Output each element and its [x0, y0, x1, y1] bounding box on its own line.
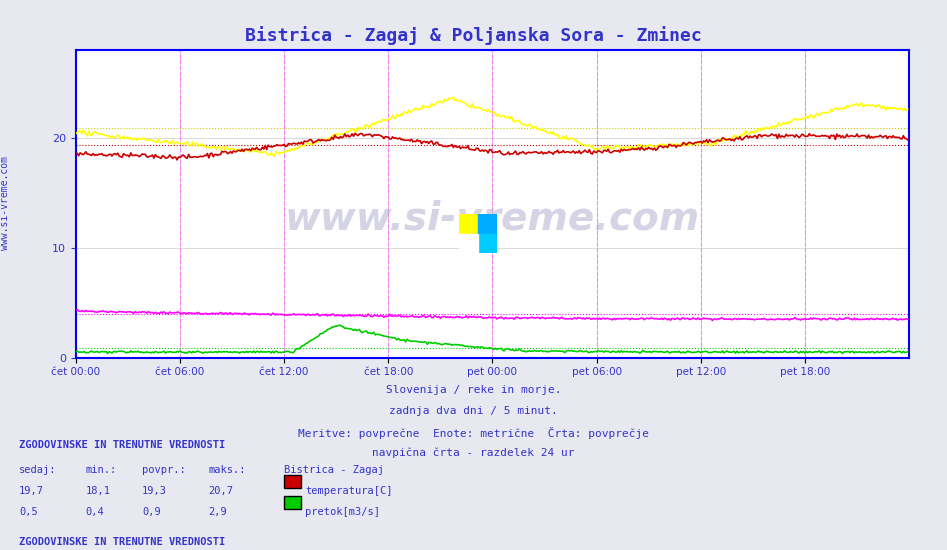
Text: 0,5: 0,5 [19, 507, 38, 516]
Text: povpr.:: povpr.: [142, 465, 186, 475]
Text: www.si-vreme.com: www.si-vreme.com [0, 157, 9, 250]
Bar [459, 214, 478, 234]
Bar [459, 234, 478, 253]
Text: sedaj:: sedaj: [19, 465, 57, 475]
Text: 19,3: 19,3 [142, 486, 167, 496]
Text: www.si-vreme.com: www.si-vreme.com [285, 200, 700, 238]
Text: 18,1: 18,1 [85, 486, 110, 496]
Text: zadnja dva dni / 5 minut.: zadnja dva dni / 5 minut. [389, 406, 558, 416]
Text: 20,7: 20,7 [208, 486, 233, 496]
Text: pretok[m3/s]: pretok[m3/s] [305, 507, 380, 516]
Text: Bistrica - Zagaj: Bistrica - Zagaj [284, 465, 384, 475]
Text: 0,4: 0,4 [85, 507, 104, 516]
Text: navpična črta - razdelek 24 ur: navpična črta - razdelek 24 ur [372, 448, 575, 458]
Text: maks.:: maks.: [208, 465, 246, 475]
Text: Bistrica - Zagaj & Poljanska Sora - Zminec: Bistrica - Zagaj & Poljanska Sora - Zmin… [245, 26, 702, 45]
Text: 19,7: 19,7 [19, 486, 44, 496]
Text: Slovenija / reke in morje.: Slovenija / reke in morje. [385, 385, 562, 395]
Text: temperatura[C]: temperatura[C] [305, 486, 392, 496]
Bar [478, 234, 497, 253]
Text: ZGODOVINSKE IN TRENUTNE VREDNOSTI: ZGODOVINSKE IN TRENUTNE VREDNOSTI [19, 537, 225, 547]
Text: ZGODOVINSKE IN TRENUTNE VREDNOSTI: ZGODOVINSKE IN TRENUTNE VREDNOSTI [19, 440, 225, 450]
Text: 0,9: 0,9 [142, 507, 161, 516]
Text: min.:: min.: [85, 465, 116, 475]
Bar [478, 214, 497, 234]
Text: Meritve: povprečne  Enote: metrične  Črta: povprečje: Meritve: povprečne Enote: metrične Črta:… [298, 427, 649, 439]
Text: 2,9: 2,9 [208, 507, 227, 516]
